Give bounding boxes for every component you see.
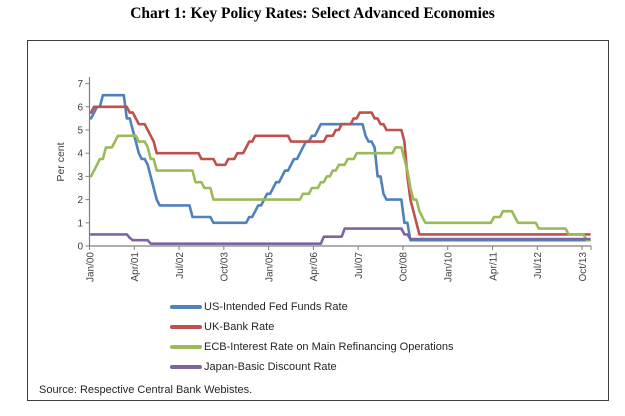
legend-item: ECB-Interest Rate on Main Refinancing Op… — [170, 337, 453, 357]
x-tick-label: Jul/02 — [175, 252, 186, 279]
x-tick-label: Jan/00 — [85, 252, 96, 282]
legend-label: ECB-Interest Rate on Main Refinancing Op… — [204, 341, 454, 353]
legend-item: Japan-Basic Discount Rate — [170, 357, 453, 377]
legend-item: US-Intended Fed Funds Rate — [170, 297, 453, 317]
legend-item: UK-Bank Rate — [170, 317, 453, 337]
x-tick-label: Apr/06 — [309, 252, 320, 282]
y-tick-label: 0 — [77, 242, 83, 253]
x-tick-label: Apr/01 — [130, 252, 141, 282]
y-tick-label: 3 — [77, 172, 83, 183]
x-tick-label: Apr/11 — [488, 252, 499, 281]
x-tick-label: Oct/08 — [399, 252, 410, 282]
y-axis-title: Per cent — [55, 142, 67, 181]
chart-container: Per cent 0 1 2 3 4 5 6 7 Jan/00 Apr/01 Jul/02 Oct/0… — [27, 40, 609, 401]
chart-title: Chart 1: Key Policy Rates: Select Advanc… — [130, 5, 495, 22]
y-tick-label: 1 — [77, 218, 83, 229]
y-tick-label: 7 — [77, 79, 83, 90]
plot-area: Per cent 0 1 2 3 4 5 6 7 Jan/00 Apr/01 Jul/02 Oct/0… — [55, 77, 592, 282]
x-tick-label: Jul/07 — [354, 252, 365, 279]
legend-swatch — [170, 325, 202, 329]
legend-label: US-Intended Fed Funds Rate — [204, 301, 348, 313]
y-tick-label: 4 — [77, 149, 83, 160]
x-tick-label: Oct/13 — [578, 252, 589, 282]
x-tick-label: Jan/10 — [444, 252, 455, 282]
y-tick-label: 5 — [77, 126, 83, 137]
x-tick-label: Oct/03 — [220, 252, 231, 282]
series-line-uk-bank-rate — [89, 105, 591, 236]
legend: US-Intended Fed Funds Rate UK-Bank Rate EC… — [170, 297, 453, 377]
y-tick-label: 6 — [77, 102, 83, 113]
x-tick-label: Jul/12 — [533, 252, 544, 279]
series-line-ecb-interest-rate-on-main-refinancing-operations — [89, 134, 591, 242]
x-tick-label: Jan/05 — [264, 252, 275, 282]
legend-swatch — [170, 305, 202, 309]
legend-label: UK-Bank Rate — [204, 321, 275, 333]
y-tick-label: 2 — [77, 195, 83, 206]
legend-swatch — [170, 365, 202, 369]
legend-label: Japan-Basic Discount Rate — [204, 361, 337, 373]
source-note: Source: Respective Central Bank Webistes… — [39, 384, 253, 396]
legend-swatch — [170, 345, 202, 349]
series-line-japan-basic-discount-rate — [89, 227, 591, 245]
